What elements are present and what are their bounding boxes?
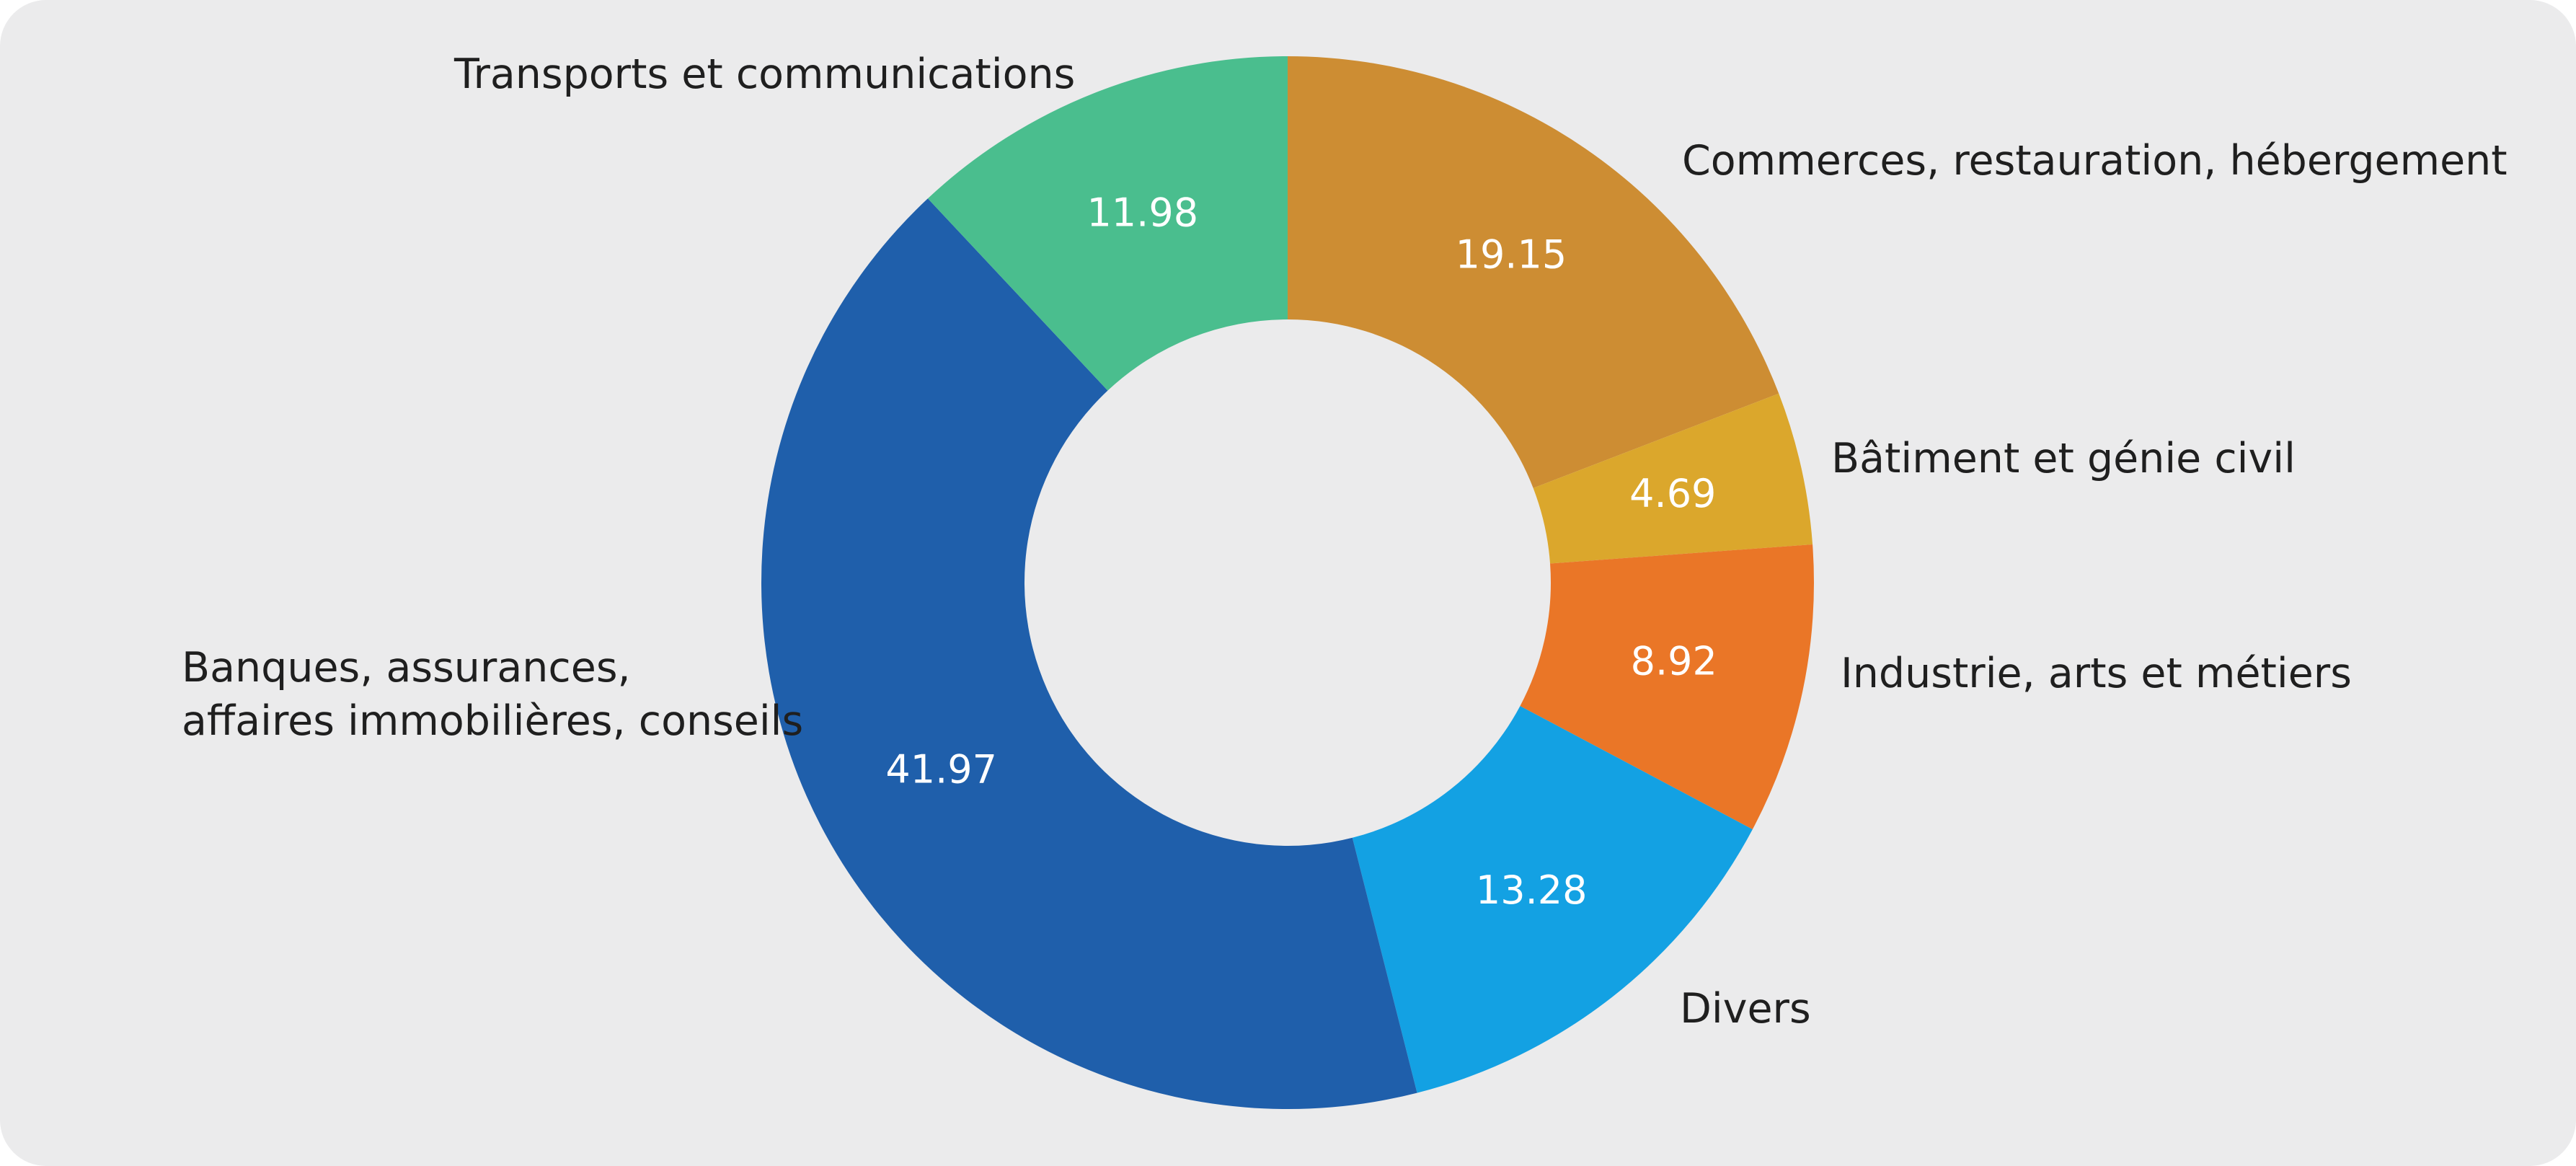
value-label-batiment: 4.69 xyxy=(1629,471,1716,516)
value-label-industrie: 8.92 xyxy=(1631,638,1717,684)
category-label-line: Transports et communications xyxy=(453,50,1075,98)
slice-divers xyxy=(1352,706,1753,1093)
category-label-batiment: Bâtiment et génie civil xyxy=(1831,435,2296,482)
category-label-line: Bâtiment et génie civil xyxy=(1831,435,2296,482)
value-label-commerces: 19.15 xyxy=(1456,231,1567,277)
value-label-transports: 11.98 xyxy=(1086,190,1198,235)
slice-commerces xyxy=(1288,56,1779,488)
donut-slices xyxy=(761,56,1814,1110)
category-label-transports: Transports et communications xyxy=(453,50,1075,98)
category-label-commerces: Commerces, restauration, hébergement xyxy=(1682,137,2508,185)
slice-industrie xyxy=(1520,544,1814,830)
value-label-banques: 41.97 xyxy=(885,746,997,792)
slice-transports xyxy=(927,56,1288,391)
donut-value-labels: 19.15 4.69 8.92 13.28 41.97 11.98 xyxy=(885,190,1717,913)
category-label-line: Commerces, restauration, hébergement xyxy=(1682,137,2508,185)
category-label-line: Divers xyxy=(1680,985,1811,1033)
category-label-line: Industrie, arts et métiers xyxy=(1841,650,2352,697)
slice-banques xyxy=(761,198,1417,1110)
category-label-line: Banques, assurances, xyxy=(182,644,631,692)
donut-category-labels: Commerces, restauration, hébergement Bâti… xyxy=(182,50,2508,1033)
value-label-divers: 13.28 xyxy=(1476,867,1588,913)
category-label-banques: Banques, assurances, affaires immobilière… xyxy=(182,644,803,745)
category-label-industrie: Industrie, arts et métiers xyxy=(1841,650,2352,697)
slice-batiment xyxy=(1533,393,1813,564)
category-label-divers: Divers xyxy=(1680,985,1811,1033)
category-label-line: affaires immobilières, conseils xyxy=(182,697,803,745)
